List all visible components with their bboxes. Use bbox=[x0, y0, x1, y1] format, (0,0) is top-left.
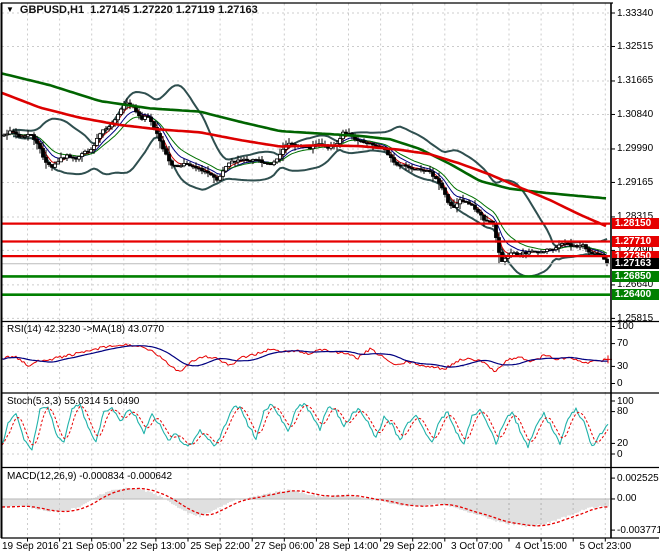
price-tick-label: 1.31665 bbox=[617, 75, 654, 87]
rsi-layer bbox=[1, 343, 612, 373]
stoch-tick-label: 100 bbox=[617, 395, 634, 407]
rsi-tick-label: 30 bbox=[617, 360, 629, 372]
frame-borders bbox=[0, 2, 659, 539]
price-badge-resistance: 1.28150 bbox=[612, 218, 659, 230]
price-badge-support: 1.26400 bbox=[612, 289, 659, 301]
price-badge-resistance: 1.27710 bbox=[612, 235, 659, 247]
ohlc-quotes-label: 1.27145 1.27220 1.27119 1.27163 bbox=[90, 4, 258, 16]
date-label: 22 Sep 13:00 bbox=[126, 541, 186, 552]
date-label: 19 Sep 2016 bbox=[2, 541, 59, 552]
date-label: 3 Oct 07:00 bbox=[451, 541, 503, 552]
date-label: 28 Sep 14:00 bbox=[318, 541, 379, 552]
macd-indicator-label: MACD(12,26,9) -0.000834 -0.000642 bbox=[7, 471, 173, 482]
symbol-dropdown-icon[interactable]: ▼ bbox=[6, 5, 14, 14]
date-label: 27 Sep 06:00 bbox=[254, 541, 315, 552]
price-tick-label: 1.32515 bbox=[617, 40, 654, 52]
price-tick-label: 1.26640 bbox=[617, 279, 654, 291]
price-badge-support: 1.26850 bbox=[612, 270, 659, 282]
price-tick-label: 1.29165 bbox=[617, 176, 654, 188]
stoch-tick-label: 20 bbox=[617, 437, 629, 449]
rsi-tick-label: 100 bbox=[617, 321, 634, 332]
slow-ma-lines bbox=[1, 72, 607, 228]
rsi-tick-label: 70 bbox=[617, 338, 629, 350]
price-tick-label: 1.29990 bbox=[617, 143, 654, 155]
date-label: 21 Sep 05:00 bbox=[61, 541, 122, 552]
price-tick-label: 1.27490 bbox=[617, 245, 653, 256]
price-tick-label: 1.30840 bbox=[617, 108, 654, 120]
grid-layer bbox=[2, 3, 610, 538]
macd-tick-label: 0.002525 bbox=[617, 472, 659, 484]
date-label: 5 Oct 23:00 bbox=[579, 541, 632, 552]
chart-title: ▼ GBPUSD,H1 1.27145 1.27220 1.27119 1.27… bbox=[6, 4, 258, 16]
date-label: 25 Sep 22:00 bbox=[190, 541, 250, 552]
axis-tick-marks bbox=[27, 12, 615, 542]
level-lines bbox=[2, 222, 610, 296]
bollinger-bands bbox=[12, 84, 608, 278]
stoch-tick-label: 0 bbox=[617, 448, 623, 460]
rsi-tick-label: 0 bbox=[617, 378, 623, 389]
stoch-tick-label: 80 bbox=[617, 406, 629, 418]
stoch-indicator-label: Stoch(5,3,3) 55.0314 51.0490 bbox=[7, 396, 140, 407]
macd-tick-label: 0.00 bbox=[617, 493, 637, 505]
symbol-period-label: GBPUSD,H1 bbox=[19, 4, 85, 16]
price-tick-label: 1.25815 bbox=[617, 312, 654, 324]
rsi-indicator-label: RSI(14) 42.3230 ->MA(18) 43.0770 bbox=[7, 324, 165, 335]
price-tick-label: 1.33340 bbox=[617, 7, 654, 19]
stoch-layer bbox=[1, 402, 609, 451]
macd-layer bbox=[1, 487, 609, 528]
price-tick-label: 1.28315 bbox=[617, 211, 654, 223]
macd-tick-label: -0.003771 bbox=[617, 524, 660, 536]
date-label: 4 Oct 15:00 bbox=[515, 541, 567, 552]
date-label: 29 Sep 22:00 bbox=[382, 541, 443, 552]
price-badge-resistance: 1.27350 bbox=[612, 250, 659, 262]
price-badge-current: 1.27163 bbox=[612, 258, 659, 270]
